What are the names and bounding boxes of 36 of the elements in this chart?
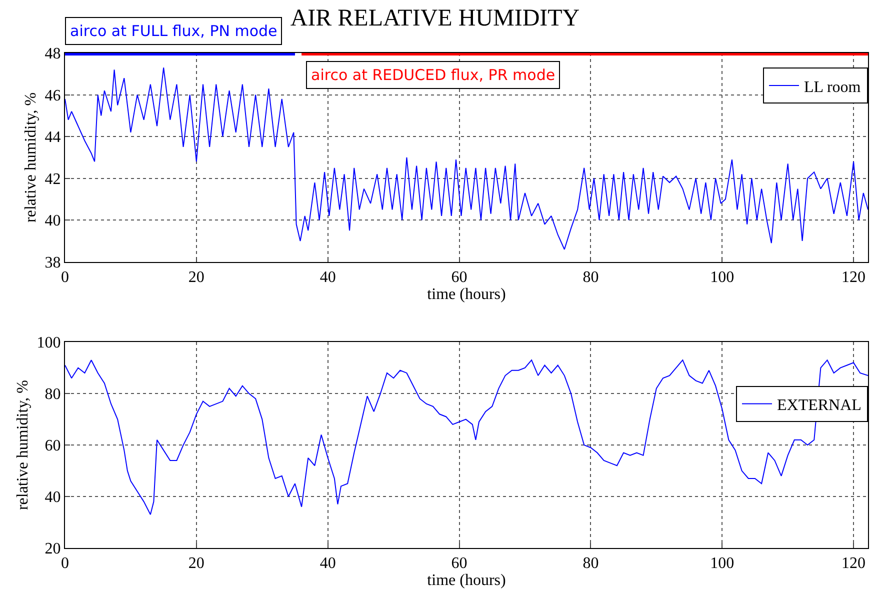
legend-label: EXTERNAL [777,396,862,414]
x-axis-title: time (hours) [427,572,506,590]
x-tick-label: 40 [320,269,336,286]
y-tick-label: 38 [44,254,61,272]
annotation: airco at FULL flux, PN mode [70,22,278,40]
x-tick-label: 60 [451,555,468,572]
x-tick-label: 100 [710,269,734,286]
line-series [65,360,868,516]
y-tick-label: 80 [44,386,61,404]
y-tick-label: 42 [44,170,61,188]
y-tick-label: 46 [44,87,61,104]
line-series [65,67,868,250]
y-tick-label: 44 [44,129,61,146]
x-axis-title: time (hours) [427,286,506,304]
x-tick-label: 60 [451,269,468,286]
y-tick-label: 100 [36,334,61,352]
y-tick-label: 48 [44,46,61,63]
y-tick-label: 60 [44,438,61,455]
legend-label: LL room [804,78,862,96]
y-axis-title: relative humidity, % [22,92,40,222]
y-axis-title: relative humidity, % [14,380,32,510]
x-tick-label: 80 [582,269,599,286]
x-tick-label: 100 [710,555,734,572]
x-tick-label: 80 [582,555,599,572]
annotation: airco at REDUCED flux, PR mode [311,66,556,84]
y-tick-label: 40 [44,489,61,506]
chart-title: AIR RELATIVE HUMIDITY [290,6,580,32]
x-tick-label: 120 [842,269,866,286]
y-tick-label: 20 [44,540,61,558]
y-tick-label: 40 [44,212,61,230]
x-tick-label: 0 [61,269,69,286]
x-tick-label: 120 [842,555,866,572]
x-tick-label: 20 [188,555,204,572]
x-tick-label: 0 [61,555,69,572]
x-tick-label: 20 [188,269,204,286]
x-tick-label: 40 [320,555,336,572]
